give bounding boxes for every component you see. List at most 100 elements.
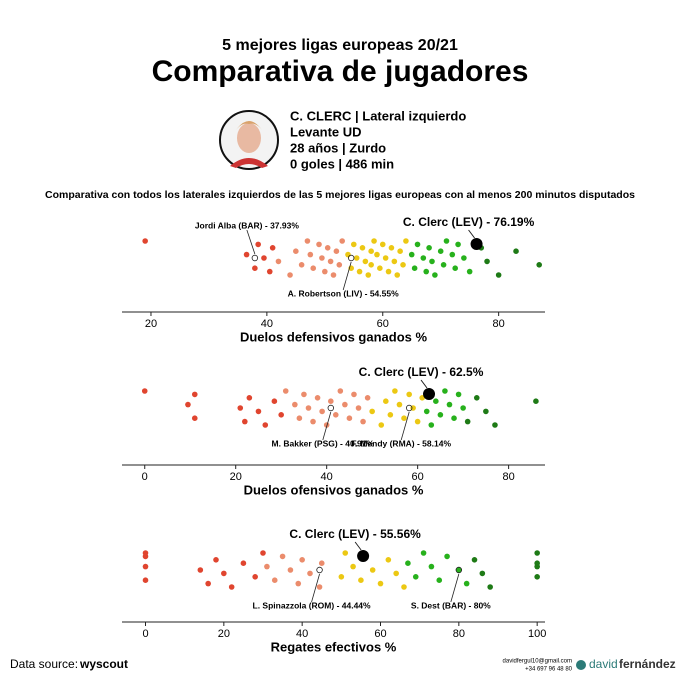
dot <box>378 422 385 428</box>
dot <box>397 248 403 254</box>
dot <box>391 258 398 265</box>
dot <box>278 412 284 418</box>
dot <box>323 422 330 428</box>
dot <box>479 570 486 577</box>
dot <box>463 580 470 587</box>
dot <box>392 388 398 394</box>
dot <box>324 245 331 251</box>
dot <box>428 563 435 570</box>
dot <box>466 268 473 275</box>
dot <box>429 258 435 265</box>
description: Comparativa con todos los laterales izqu… <box>45 189 635 201</box>
dot <box>333 248 340 254</box>
annotated-dot <box>251 254 259 262</box>
annotation: A. Robertson (LIV) - 54.55% <box>288 288 399 298</box>
dot <box>495 272 502 278</box>
dot <box>271 577 278 583</box>
dot <box>261 255 267 261</box>
x-tick-label: 20 <box>230 471 242 483</box>
dot <box>299 557 305 563</box>
dot <box>322 268 328 275</box>
dot <box>423 408 430 415</box>
dot <box>460 405 466 411</box>
dot <box>534 550 540 556</box>
dot <box>287 567 294 573</box>
dot <box>371 238 377 244</box>
dot <box>328 398 334 405</box>
dot <box>377 265 383 272</box>
dot <box>358 577 364 583</box>
dot <box>332 412 339 418</box>
leader <box>322 411 332 441</box>
dot <box>442 388 448 394</box>
leader <box>450 573 460 603</box>
dot <box>318 560 325 566</box>
dot <box>414 241 421 248</box>
dot <box>536 262 543 268</box>
highlight-label: C. Clerc (LEV) - 76.19% <box>403 215 535 229</box>
dot <box>327 258 334 265</box>
dot <box>307 251 314 258</box>
dot <box>255 241 261 248</box>
x-tick-label: 20 <box>145 318 157 330</box>
x-tick-label: 20 <box>218 628 230 640</box>
dot <box>142 553 149 560</box>
dot <box>437 412 444 418</box>
x-tick-label: 80 <box>453 628 465 640</box>
dot <box>255 408 262 415</box>
dot <box>262 422 269 428</box>
dot <box>342 550 349 556</box>
dot <box>379 241 386 248</box>
dot <box>301 391 307 398</box>
dot <box>260 550 266 556</box>
dot <box>426 245 432 251</box>
leader <box>342 261 352 291</box>
dot <box>484 258 490 265</box>
dot <box>385 557 392 563</box>
annotated-dot <box>455 566 463 574</box>
dot <box>420 255 427 261</box>
dot <box>412 574 419 580</box>
brand: fernández <box>619 657 676 671</box>
dot <box>401 584 407 590</box>
annotation: L. Spinazzola (ROM) - 44.44% <box>253 600 372 610</box>
title: Comparativa de jugadores <box>152 55 529 88</box>
dot <box>487 584 493 590</box>
dot <box>319 255 325 261</box>
dot <box>345 251 351 258</box>
dot <box>221 570 227 577</box>
x-tick-label: 40 <box>321 471 333 483</box>
dot <box>264 563 270 570</box>
dot <box>310 265 317 272</box>
player-line: Levante UD <box>290 124 362 139</box>
dot <box>408 251 415 258</box>
annotation: M. Bakker (PSG) - 40.91% <box>272 438 375 448</box>
dot <box>483 408 489 415</box>
dot <box>142 563 149 570</box>
dot <box>428 422 435 428</box>
dot <box>405 560 411 566</box>
dot <box>296 415 303 422</box>
dot <box>534 574 540 580</box>
dot <box>246 395 253 401</box>
dot <box>455 241 461 248</box>
dot <box>388 245 395 251</box>
x-tick-label: 80 <box>502 471 514 483</box>
dot <box>420 550 427 556</box>
dot <box>365 272 372 278</box>
x-axis-label: Duelos defensivos ganados % <box>240 329 428 344</box>
dot <box>464 418 471 425</box>
dot <box>471 557 478 563</box>
x-tick-label: 100 <box>528 628 546 640</box>
annotated-dot <box>327 404 335 412</box>
dot <box>266 268 273 275</box>
highlight-dot <box>470 238 483 250</box>
dot <box>385 268 392 275</box>
dot <box>444 553 450 560</box>
dot <box>446 401 453 408</box>
dot <box>350 563 356 570</box>
dot <box>339 238 345 244</box>
dot <box>403 238 409 244</box>
x-axis-label: Duelos ofensivos ganados % <box>244 482 424 497</box>
x-axis-label: Regates efectivos % <box>271 639 397 654</box>
